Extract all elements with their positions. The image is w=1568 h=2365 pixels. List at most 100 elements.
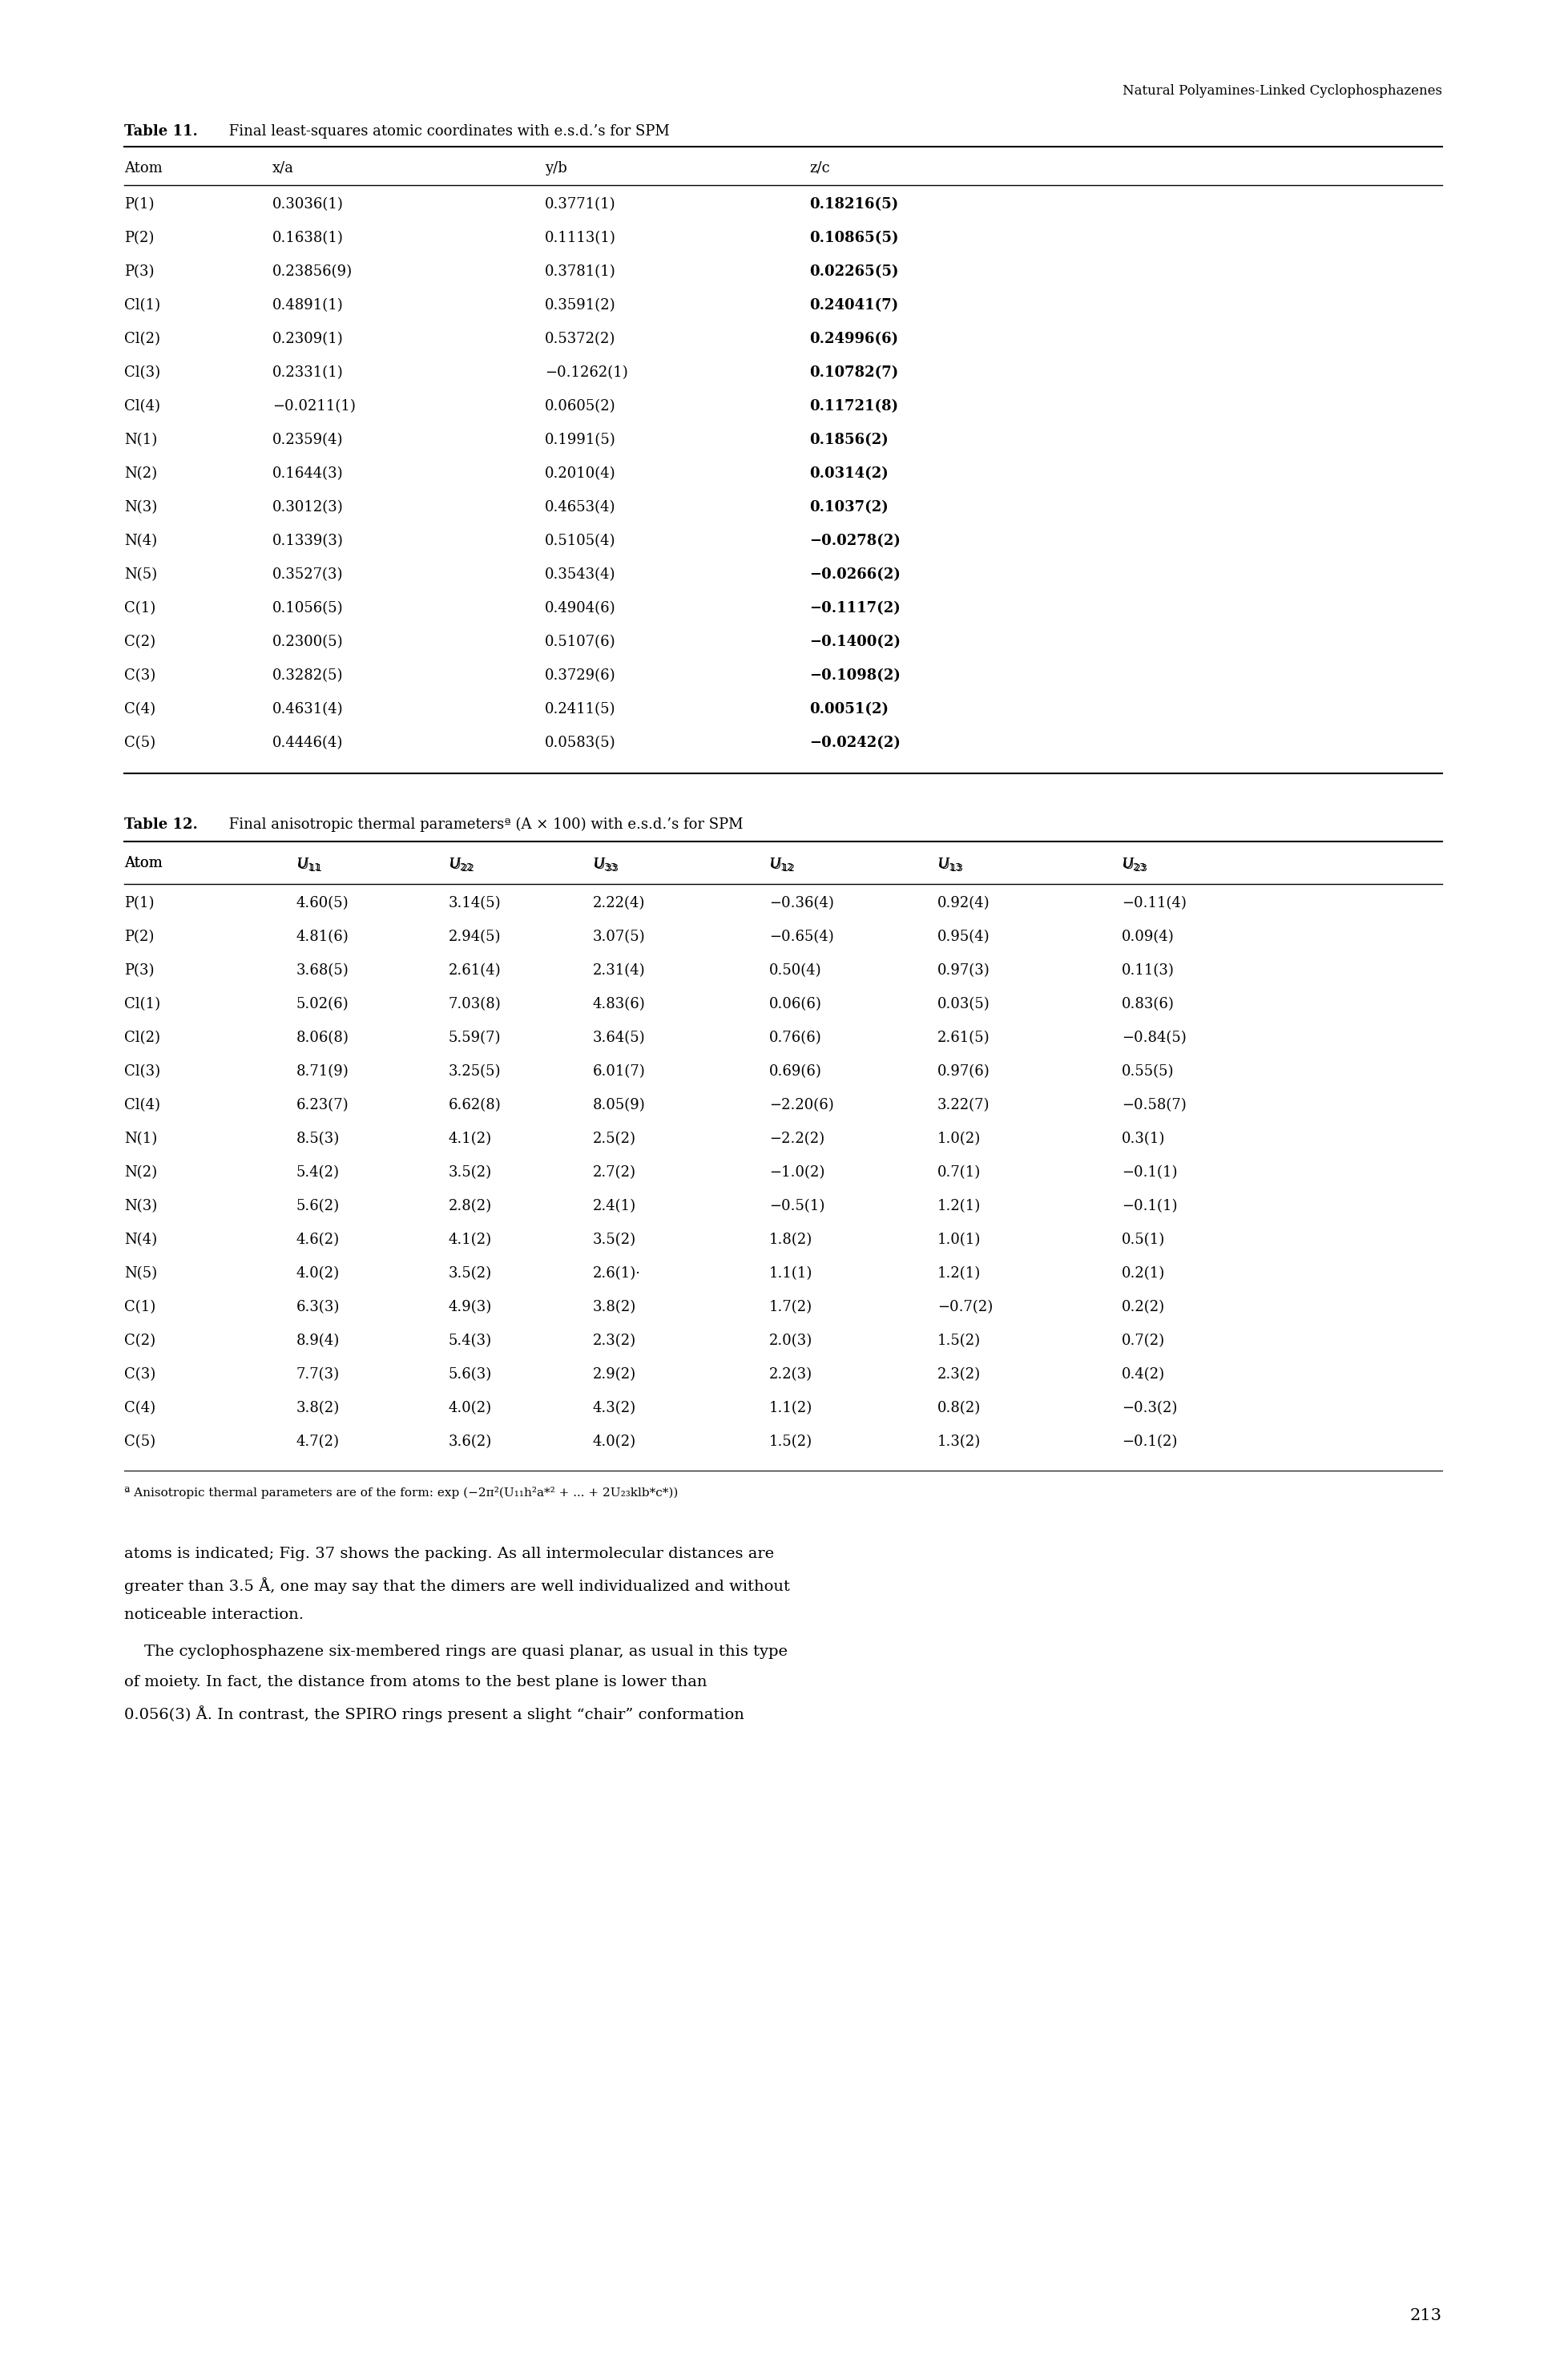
Text: −0.5(1): −0.5(1) xyxy=(768,1199,825,1213)
Text: 0.4653(4): 0.4653(4) xyxy=(544,499,615,516)
Text: 4.0(2): 4.0(2) xyxy=(296,1265,340,1282)
Text: $U_{11}$: $U_{11}$ xyxy=(296,856,320,873)
Text: C(2): C(2) xyxy=(124,1334,155,1348)
Text: 0.3(1): 0.3(1) xyxy=(1121,1130,1165,1147)
Text: N(2): N(2) xyxy=(124,1166,157,1180)
Text: 2.61(4): 2.61(4) xyxy=(448,963,502,977)
Text: 1.5(2): 1.5(2) xyxy=(768,1436,812,1450)
Text: −0.0211(1): −0.0211(1) xyxy=(273,400,356,414)
Text: 3.8(2): 3.8(2) xyxy=(296,1400,340,1414)
Text: −0.3(2): −0.3(2) xyxy=(1121,1400,1176,1414)
Text: 0.4891(1): 0.4891(1) xyxy=(273,298,343,312)
Text: U$_{13}$: U$_{13}$ xyxy=(938,856,963,873)
Text: 2.6(1)·: 2.6(1)· xyxy=(593,1265,641,1282)
Text: 8.9(4): 8.9(4) xyxy=(296,1334,340,1348)
Text: 0.4446(4): 0.4446(4) xyxy=(273,736,343,750)
Text: 0.83(6): 0.83(6) xyxy=(1121,998,1174,1012)
Text: 0.0605(2): 0.0605(2) xyxy=(544,400,616,414)
Text: Cl(3): Cl(3) xyxy=(124,367,160,381)
Text: P(1): P(1) xyxy=(124,896,154,911)
Text: −0.84(5): −0.84(5) xyxy=(1121,1031,1185,1045)
Text: 0.3729(6): 0.3729(6) xyxy=(544,669,616,683)
Text: 0.18216(5): 0.18216(5) xyxy=(809,196,898,210)
Text: 4.0(2): 4.0(2) xyxy=(448,1400,492,1414)
Text: 2.5(2): 2.5(2) xyxy=(593,1130,637,1147)
Text: 3.22(7): 3.22(7) xyxy=(938,1097,989,1112)
Text: C(1): C(1) xyxy=(124,1301,155,1315)
Text: Cl(4): Cl(4) xyxy=(124,1097,160,1112)
Text: N(5): N(5) xyxy=(124,568,157,582)
Text: 0.09(4): 0.09(4) xyxy=(1121,929,1174,944)
Text: 7.7(3): 7.7(3) xyxy=(296,1367,340,1381)
Text: 2.3(2): 2.3(2) xyxy=(593,1334,637,1348)
Text: 2.3(2): 2.3(2) xyxy=(938,1367,980,1381)
Text: 0.1037(2): 0.1037(2) xyxy=(809,499,887,516)
Text: C(1): C(1) xyxy=(124,601,155,615)
Text: 0.10865(5): 0.10865(5) xyxy=(809,232,898,246)
Text: Cl(1): Cl(1) xyxy=(124,298,160,312)
Text: P(3): P(3) xyxy=(124,265,154,279)
Text: P(2): P(2) xyxy=(124,232,154,246)
Text: 2.8(2): 2.8(2) xyxy=(448,1199,492,1213)
Text: 3.5(2): 3.5(2) xyxy=(593,1232,637,1246)
Text: 0.50(4): 0.50(4) xyxy=(768,963,822,977)
Text: 5.59(7): 5.59(7) xyxy=(448,1031,500,1045)
Text: atoms is indicated; Fig. 37 shows the packing. As all intermolecular distances a: atoms is indicated; Fig. 37 shows the pa… xyxy=(124,1547,773,1561)
Text: 0.03(5): 0.03(5) xyxy=(938,998,989,1012)
Text: 0.3036(1): 0.3036(1) xyxy=(273,196,343,210)
Text: Cl(3): Cl(3) xyxy=(124,1064,160,1078)
Text: 0.69(6): 0.69(6) xyxy=(768,1064,822,1078)
Text: 0.2411(5): 0.2411(5) xyxy=(544,702,615,717)
Text: −0.0278(2): −0.0278(2) xyxy=(809,534,900,549)
Text: 0.5105(4): 0.5105(4) xyxy=(544,534,615,549)
Text: −0.1262(1): −0.1262(1) xyxy=(544,367,627,381)
Text: 4.0(2): 4.0(2) xyxy=(593,1436,637,1450)
Text: 3.14(5): 3.14(5) xyxy=(448,896,502,911)
Text: 2.61(5): 2.61(5) xyxy=(938,1031,989,1045)
Text: 4.9(3): 4.9(3) xyxy=(448,1301,492,1315)
Text: 0.5(1): 0.5(1) xyxy=(1121,1232,1165,1246)
Text: 4.83(6): 4.83(6) xyxy=(593,998,646,1012)
Text: C(4): C(4) xyxy=(124,1400,155,1414)
Text: 213: 213 xyxy=(1410,2308,1441,2322)
Text: 0.7(1): 0.7(1) xyxy=(938,1166,980,1180)
Text: 6.23(7): 6.23(7) xyxy=(296,1097,348,1112)
Text: N(2): N(2) xyxy=(124,466,157,480)
Text: Final anisotropic thermal parametersª (A × 100) with e.s.d.’s for SPM: Final anisotropic thermal parametersª (A… xyxy=(224,818,743,832)
Text: 2.7(2): 2.7(2) xyxy=(593,1166,637,1180)
Text: 3.64(5): 3.64(5) xyxy=(593,1031,644,1045)
Text: 4.7(2): 4.7(2) xyxy=(296,1436,340,1450)
Text: U$_{33}$: U$_{33}$ xyxy=(593,856,618,873)
Text: 0.2359(4): 0.2359(4) xyxy=(273,433,343,447)
Text: 0.11(3): 0.11(3) xyxy=(1121,963,1174,977)
Text: 0.0314(2): 0.0314(2) xyxy=(809,466,887,480)
Text: −0.36(4): −0.36(4) xyxy=(768,896,834,911)
Text: −2.20(6): −2.20(6) xyxy=(768,1097,834,1112)
Text: 0.3771(1): 0.3771(1) xyxy=(544,196,616,210)
Text: 0.02265(5): 0.02265(5) xyxy=(809,265,898,279)
Text: −0.7(2): −0.7(2) xyxy=(938,1301,993,1315)
Text: 1.7(2): 1.7(2) xyxy=(768,1301,812,1315)
Text: 4.1(2): 4.1(2) xyxy=(448,1130,492,1147)
Text: The cyclophosphazene six-membered rings are quasi planar, as usual in this type: The cyclophosphazene six-membered rings … xyxy=(124,1644,787,1658)
Text: Natural Polyamines-Linked Cyclophosphazenes: Natural Polyamines-Linked Cyclophosphaze… xyxy=(1123,85,1441,97)
Text: 0.97(3): 0.97(3) xyxy=(938,963,989,977)
Text: 2.4(1): 2.4(1) xyxy=(593,1199,637,1213)
Text: noticeable interaction.: noticeable interaction. xyxy=(124,1608,304,1622)
Text: −0.1117(2): −0.1117(2) xyxy=(809,601,900,615)
Text: −0.1(1): −0.1(1) xyxy=(1121,1166,1178,1180)
Text: −1.0(2): −1.0(2) xyxy=(768,1166,825,1180)
Text: 1.0(1): 1.0(1) xyxy=(938,1232,980,1246)
Text: 0.4(2): 0.4(2) xyxy=(1121,1367,1165,1381)
Text: 0.2309(1): 0.2309(1) xyxy=(273,331,343,345)
Text: 5.4(2): 5.4(2) xyxy=(296,1166,340,1180)
Text: 2.9(2): 2.9(2) xyxy=(593,1367,637,1381)
Text: 4.60(5): 4.60(5) xyxy=(296,896,348,911)
Text: 4.3(2): 4.3(2) xyxy=(593,1400,637,1414)
Text: 8.71(9): 8.71(9) xyxy=(296,1064,350,1078)
Text: C(2): C(2) xyxy=(124,634,155,648)
Text: x/a: x/a xyxy=(273,161,293,175)
Text: Final least-squares atomic coordinates with e.s.d.’s for SPM: Final least-squares atomic coordinates w… xyxy=(224,125,670,140)
Text: 0.1991(5): 0.1991(5) xyxy=(544,433,616,447)
Text: greater than 3.5 Å, one may say that the dimers are well individualized and with: greater than 3.5 Å, one may say that the… xyxy=(124,1577,790,1594)
